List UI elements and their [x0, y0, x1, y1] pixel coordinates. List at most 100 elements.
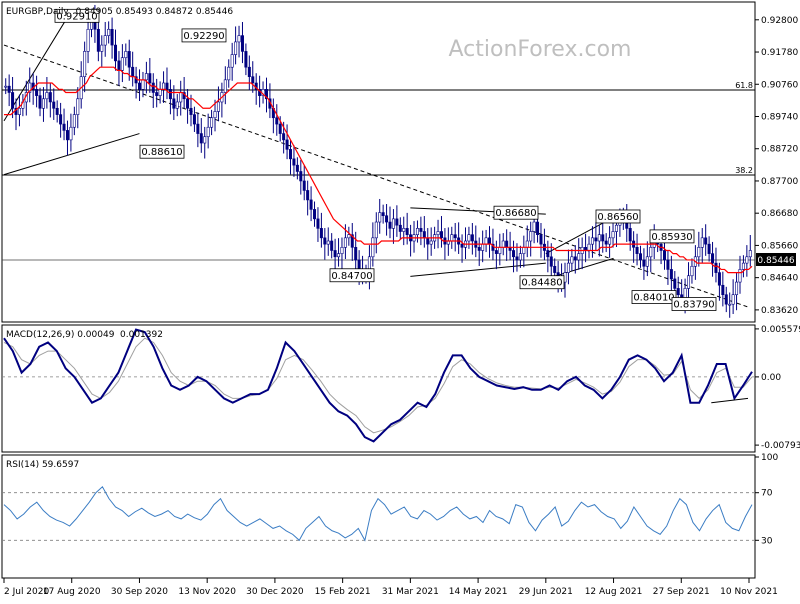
- candle-body: [378, 212, 382, 223]
- candle-body: [398, 224, 402, 232]
- macd-line: [3, 328, 753, 443]
- candle-body: [186, 98, 190, 109]
- candle-body: [172, 98, 176, 109]
- candle-body: [302, 180, 306, 191]
- candle-body: [69, 126, 73, 141]
- price-label-text: 0.86680: [495, 208, 536, 219]
- candle-body: [731, 294, 735, 305]
- candle-body: [549, 256, 553, 267]
- candle-body: [481, 243, 485, 251]
- price-panel-frame: [1, 1, 756, 323]
- candle-body: [649, 247, 653, 258]
- price-label-box: [139, 144, 185, 159]
- candle-body: [247, 66, 251, 77]
- candle-body: [131, 66, 135, 77]
- macd-signal-line: [3, 337, 753, 434]
- candle-body: [738, 269, 742, 283]
- candle-body: [76, 98, 80, 115]
- x-tick-label: 2 Jul 2020: [4, 587, 49, 597]
- price-tick-label: 0.88720: [761, 145, 798, 155]
- candle-body: [179, 92, 183, 103]
- candle-body: [745, 256, 749, 264]
- price-tick-label: 0.89740: [761, 112, 798, 122]
- candle-body: [213, 111, 217, 119]
- price-label-box: [519, 275, 565, 290]
- candle-body: [724, 294, 728, 305]
- candle-body: [529, 231, 533, 242]
- candle-body: [72, 114, 76, 128]
- candle-body: [577, 253, 581, 261]
- candle-body: [35, 89, 39, 96]
- candle-body: [41, 98, 45, 109]
- triangle-lower-line: [410, 262, 546, 277]
- candle-body: [199, 133, 203, 144]
- candle-body: [55, 107, 59, 115]
- candle-body: [371, 237, 375, 258]
- candle-body: [484, 237, 488, 245]
- candle-body: [477, 247, 481, 251]
- candle-body: [264, 89, 268, 100]
- candle-body: [7, 85, 11, 93]
- candle-body: [391, 218, 395, 229]
- candle-body: [505, 240, 509, 248]
- rsi-tick-label: 30: [761, 536, 773, 546]
- price-tick-label: 0.85660: [761, 241, 798, 251]
- candle-body: [728, 303, 732, 306]
- price-label-text: 0.92290: [183, 31, 224, 42]
- macd-panel-frame: [1, 324, 756, 453]
- candle-body: [566, 262, 570, 273]
- candle-body: [405, 228, 409, 235]
- channel-upper-line: [3, 10, 73, 122]
- candle-body: [206, 126, 210, 138]
- price-label-box: [181, 28, 227, 43]
- price-label-text: 0.84700: [331, 271, 372, 282]
- candle-body: [642, 259, 646, 267]
- candle-body: [395, 218, 399, 226]
- candle-body: [707, 243, 711, 254]
- macd-trendline: [711, 397, 749, 404]
- candle-body: [124, 51, 128, 59]
- x-tick-label: 12 Aug 2021: [585, 587, 643, 597]
- candle-body: [155, 92, 159, 96]
- candle-body: [326, 240, 330, 245]
- candle-body: [697, 247, 701, 258]
- candle-body: [192, 114, 196, 125]
- price-tick-label: 0.84640: [761, 274, 798, 284]
- candle-body: [309, 199, 313, 210]
- macd-tick-label: 0.005579: [761, 325, 800, 335]
- candle-body: [196, 123, 200, 134]
- candle-body: [313, 209, 317, 220]
- candle-body: [601, 234, 605, 242]
- candle-body: [439, 231, 443, 239]
- candle-body: [683, 288, 687, 299]
- candle-body: [86, 28, 90, 52]
- price-label-text: 0.86560: [597, 212, 638, 223]
- candle-body: [374, 221, 378, 239]
- candle-body: [240, 35, 244, 52]
- rsi-title: RSI(14) 59.6597: [6, 460, 79, 470]
- rsi-panel-frame: [1, 454, 756, 579]
- candle-body: [488, 237, 492, 245]
- candle-body: [714, 262, 718, 273]
- candle-body: [141, 79, 145, 90]
- candles: [4, 4, 752, 318]
- candle-body: [138, 82, 142, 90]
- candle-body: [144, 73, 148, 81]
- candle-body: [292, 158, 296, 166]
- candle-body: [470, 234, 474, 242]
- candle-body: [748, 250, 752, 258]
- candle-body: [381, 212, 385, 217]
- candle-body: [237, 35, 241, 43]
- price-label-box: [631, 290, 677, 304]
- fib-label-38-2: 38.2: [735, 166, 753, 175]
- candle-body: [498, 247, 502, 254]
- candle-body: [285, 139, 289, 150]
- price-label-text: 0.84480: [521, 278, 562, 289]
- candle-body: [230, 54, 234, 68]
- macd-tick-label: 0.00: [761, 373, 781, 383]
- candle-body: [518, 253, 522, 261]
- candle-body: [385, 215, 389, 223]
- candle-body: [323, 237, 327, 245]
